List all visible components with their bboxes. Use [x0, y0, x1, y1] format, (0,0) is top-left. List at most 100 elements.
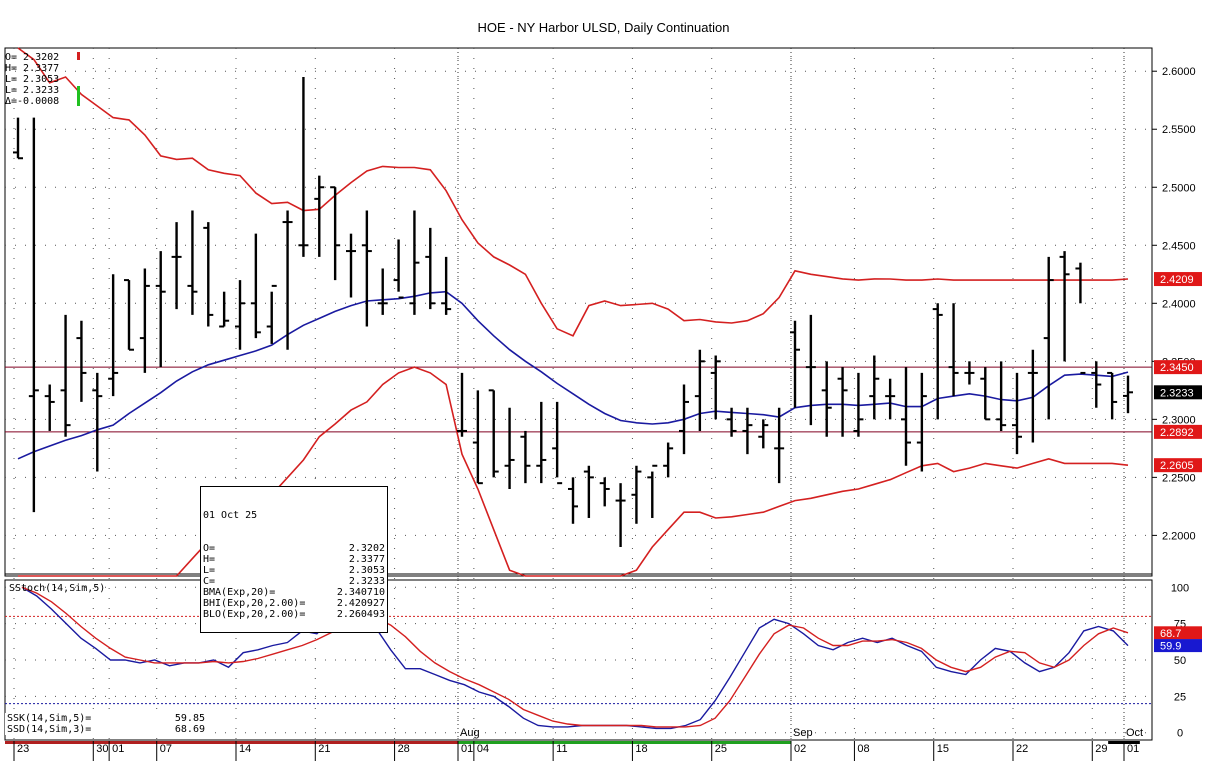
date-label: 29: [1095, 743, 1107, 755]
date-label: 11: [556, 743, 567, 755]
stoch-line-series: [21, 586, 1129, 728]
month-label: Oct: [1126, 727, 1143, 739]
stoch-tick-label: 0: [1177, 728, 1183, 740]
ohlc-readout-line: H= 2.3377: [5, 63, 60, 74]
info-row: BHI(Exp,20,2.00)= 2.420927: [203, 598, 385, 609]
value-tags-layer: 2.4209 2.3450 2.3233 2.2892 2.2605 68.759.9: [77, 52, 1202, 653]
month-color-bar: [458, 741, 791, 744]
ohlc-bar: [409, 210, 420, 315]
info-date: 01 Oct 25: [203, 510, 258, 521]
ohlc-bar: [568, 477, 578, 524]
ohlc-bar: [266, 284, 277, 344]
ohlc-bar: [171, 222, 182, 310]
price-tick-label: 2.2500: [1162, 472, 1196, 484]
date-label: 28: [398, 743, 410, 755]
value-tag: 2.4209: [1154, 272, 1202, 287]
ohlc-readout-line: L= 2.3053: [5, 74, 60, 85]
ohlc-bar: [916, 372, 927, 472]
price-tick-label: 2.6000: [1162, 66, 1196, 78]
stochastic-panel: SStoch(14,Sim,5): [5, 583, 1152, 730]
month-color-bar: [5, 741, 458, 744]
ohlc-bar: [948, 303, 959, 397]
price-tick-label: 2.5000: [1162, 182, 1196, 194]
ohlc-bar: [139, 268, 150, 373]
ohlc-bar: [76, 320, 87, 402]
ohlc-bar: [869, 355, 880, 420]
ohlc-bar: [1027, 349, 1038, 443]
readout-marker-red: [77, 52, 80, 60]
ohlc-bar: [441, 256, 452, 315]
ohlc-bar: [1059, 251, 1070, 362]
ohlc-bar: [901, 367, 911, 466]
date-label: 02: [794, 743, 806, 755]
value-tag: 2.2892: [1154, 424, 1202, 439]
ohlc-readout-line: Δ=-0.0008: [5, 96, 60, 107]
date-label: 23: [17, 743, 29, 755]
ohlc-bar: [774, 407, 785, 484]
stoch-tick-label: 100: [1171, 582, 1189, 594]
ohlc-bar: [330, 186, 341, 281]
date-label: 08: [857, 743, 869, 755]
ohlc-bar: [726, 407, 737, 437]
ohlc-bar: [457, 372, 467, 437]
ohlc-bar: [520, 430, 531, 484]
price-panel: [5, 47, 1152, 577]
date-label: 25: [715, 743, 727, 755]
ohlc-bar: [219, 291, 230, 328]
value-tag: 68.7: [1154, 626, 1202, 640]
ohlc-bar: [583, 465, 594, 518]
month-label: Sep: [793, 727, 813, 739]
ohlc-bar: [853, 372, 864, 437]
ohlc-bar: [837, 367, 848, 437]
ohlc-bar: [694, 349, 705, 431]
info-row: BLO(Exp,20,2.00)= 2.260493: [203, 609, 385, 620]
date-label: 18: [635, 743, 647, 755]
price-tick-label: 2.3000: [1162, 414, 1196, 426]
date-label: 21: [318, 743, 330, 755]
ohlc-readout-line: O= 2.3202: [5, 52, 60, 63]
ohlc-bar: [488, 389, 499, 478]
ohlc-bar: [377, 268, 388, 315]
ohlc-bar: [885, 378, 896, 420]
date-label: 04: [477, 743, 489, 755]
ohlc-bar: [314, 175, 325, 257]
price-tick-label: 2.2000: [1162, 530, 1196, 542]
ohlc-bar: [92, 372, 103, 472]
ohlc-bar: [60, 314, 71, 437]
date-label: 30: [96, 743, 108, 755]
ohlc-bar: [13, 117, 23, 160]
month-label: Aug: [460, 727, 480, 739]
ohlc-bar: [742, 407, 753, 455]
ohlc-bar: [425, 227, 436, 310]
svg-text:2.3450: 2.3450: [1160, 362, 1194, 374]
value-tag: 2.3450: [1154, 360, 1202, 375]
price-line-series: [17, 290, 1129, 460]
ohlc-readout: O= 2.3202 H= 2.3377 L= 2.3053 L= 2.3233 Δ=-0…: [5, 52, 79, 107]
price-line-series: [18, 366, 1129, 577]
price-tick-label: 2.4500: [1162, 240, 1196, 252]
ohlc-bar: [1043, 256, 1054, 420]
svg-text:2.3233: 2.3233: [1160, 387, 1194, 399]
price-panel-frame: [4, 47, 1153, 577]
ohlc-bar: [361, 210, 372, 327]
ohlc-bar: [647, 464, 658, 518]
stoch-readout-row: SSK(14,Sim,5)= 59.85: [7, 713, 205, 724]
date-label: 01: [112, 743, 124, 755]
date-label: 07: [160, 743, 172, 755]
ohlc-bar: [615, 483, 626, 547]
stoch-readout-row: SSD(14,Sim,3)= 68.69: [7, 724, 205, 735]
info-row: H= 2.3377: [203, 554, 385, 565]
date-label: 01: [1127, 743, 1139, 755]
stoch-readout-box: SSK(14,Sim,5)= 59.85 SSD(14,Sim,3)= 68.69: [5, 713, 207, 735]
info-row: O= 2.3202: [203, 543, 385, 554]
ohlc-bar: [250, 233, 261, 339]
ohlc-bar: [1091, 361, 1102, 408]
ohlc-bar: [155, 251, 166, 368]
ohlc-bar: [932, 303, 943, 420]
ohlc-bar: [980, 367, 991, 421]
chart-title: HOE - NY Harbor ULSD, Daily Continuation: [477, 20, 730, 35]
date-label: 15: [937, 743, 949, 755]
ohlc-bar: [679, 384, 689, 455]
value-tag: 2.2605: [1154, 458, 1202, 473]
